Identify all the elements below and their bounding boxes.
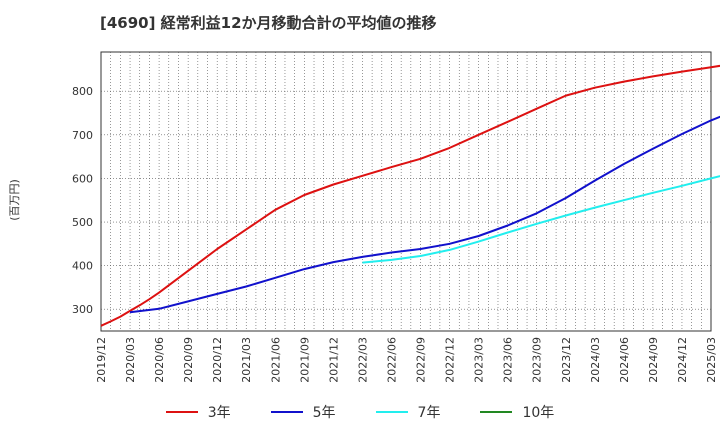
legend-item: 5年 (270, 402, 336, 422)
x-tick-label: 2020/12 (211, 337, 224, 383)
series-layer (100, 64, 720, 327)
legend-item: 7年 (375, 402, 441, 422)
x-tick-label: 2025/03 (705, 337, 718, 383)
plot-area-frame (100, 51, 712, 332)
y-tick-label: 800 (72, 85, 93, 98)
x-tick-label: 2022/09 (415, 337, 428, 383)
x-tick-label: 2021/09 (298, 337, 311, 383)
y-tick-label: 500 (72, 216, 93, 229)
tick-layer: 300 400 500 600 700 800 2019/12 2020/03 2020/06 2… (72, 85, 718, 382)
x-tick-label: 2022/06 (385, 337, 398, 383)
legend-label: 7年 (417, 405, 441, 421)
series-line-7年 (362, 175, 720, 264)
legend-item: 10年 (480, 402, 554, 422)
legend-label: 5年 (312, 405, 336, 421)
grid-layer (101, 52, 711, 331)
legend-label: 3年 (207, 405, 231, 421)
y-axis-label: (百万円) (8, 179, 21, 221)
x-tick-label: 2021/12 (327, 337, 340, 383)
x-tick-label: 2022/12 (444, 337, 457, 383)
x-tick-label: 2023/12 (560, 337, 573, 383)
x-tick-label: 2024/06 (618, 337, 631, 383)
legend-item: 3年 (165, 402, 231, 422)
x-tick-label: 2020/03 (124, 337, 137, 383)
series-line-5年 (129, 115, 720, 314)
y-tick-label: 300 (72, 303, 93, 316)
legend-swatch (480, 411, 513, 413)
x-tick-label: 2023/06 (502, 337, 515, 383)
x-tick-label: 2024/03 (589, 337, 602, 383)
x-tick-label: 2021/06 (269, 337, 282, 383)
chart-title: [4690] 経常利益12か月移動合計の平均値の推移 (100, 14, 437, 32)
legend: 3年 5年 7年 10年 (0, 402, 720, 422)
x-tick-label: 2019/12 (95, 337, 108, 383)
x-tick-label: 2024/12 (676, 337, 689, 383)
x-tick-label: 2020/09 (182, 337, 195, 383)
x-tick-label: 2020/06 (153, 337, 166, 383)
legend-swatch (375, 411, 408, 413)
y-tick-label: 400 (72, 260, 93, 273)
legend-swatch (165, 411, 198, 413)
x-tick-label: 2023/03 (473, 337, 486, 383)
legend-swatch (270, 411, 303, 413)
x-tick-label: 2022/03 (356, 337, 369, 383)
x-tick-label: 2021/03 (240, 337, 253, 383)
y-tick-label: 600 (72, 172, 93, 185)
y-tick-label: 700 (72, 129, 93, 142)
legend-label: 10年 (522, 405, 555, 421)
x-tick-label: 2024/09 (647, 337, 660, 383)
x-tick-label: 2023/09 (531, 337, 544, 383)
series-line-3年 (100, 64, 720, 327)
